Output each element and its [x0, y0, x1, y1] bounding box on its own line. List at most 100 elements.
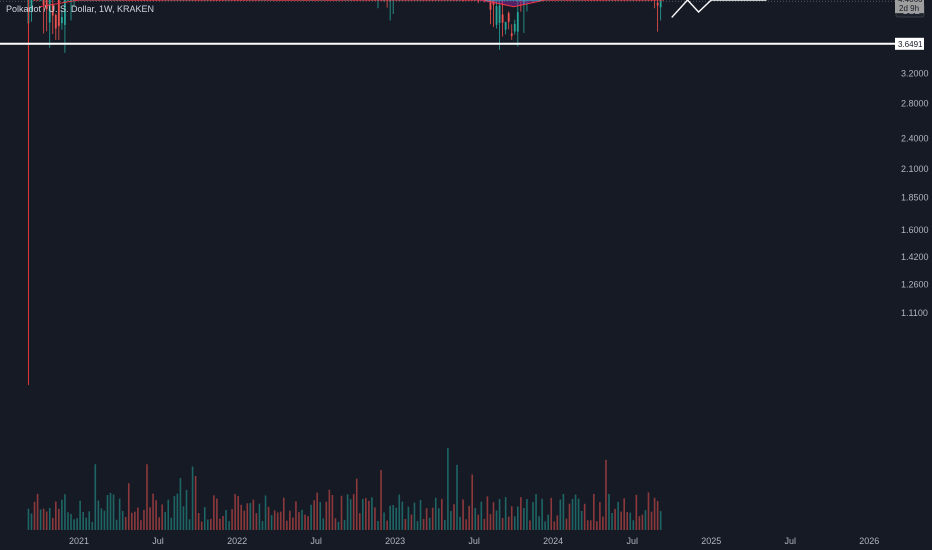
volume-bar: [559, 499, 562, 530]
price-tick-label: 1.4200: [901, 252, 929, 262]
volume-bar: [617, 501, 619, 530]
volume-bar: [523, 507, 525, 530]
volume-bar: [42, 508, 45, 530]
candle-body: [501, 14, 504, 23]
volume-bar: [112, 494, 115, 530]
candle-body: [489, 0, 492, 10]
volume-bar: [416, 521, 419, 530]
candle-body: [67, 0, 69, 1]
volume-bar: [398, 494, 401, 530]
volume-bar: [146, 464, 148, 530]
price-tick-label: 3.2000: [901, 69, 929, 79]
volume-bar: [541, 498, 543, 530]
volume-bar: [437, 508, 440, 530]
volume-bar: [124, 516, 127, 530]
volume-bar: [325, 501, 328, 530]
volume-bar: [161, 504, 163, 530]
volume-bar: [602, 516, 604, 530]
volume-bar: [641, 514, 644, 530]
volume-bar: [109, 492, 112, 530]
volume-bar: [185, 489, 188, 530]
volume-bar: [419, 499, 422, 530]
volume-bar: [513, 516, 516, 530]
volume-bar: [441, 498, 443, 530]
price-tick-label: 2.4000: [901, 134, 929, 144]
countdown-label: 2d 9h: [899, 4, 919, 13]
volume-bar: [27, 508, 30, 530]
candle-body: [45, 0, 48, 10]
volume-bar: [580, 510, 583, 530]
volume-bar: [608, 494, 610, 530]
volume-bar: [635, 494, 638, 530]
volume-bar: [121, 510, 124, 530]
volume-bar: [626, 512, 629, 530]
time-tick-label: Jul: [785, 536, 797, 546]
volume-bar: [270, 515, 273, 530]
volume-bar: [586, 520, 589, 530]
volume-bar: [152, 493, 154, 530]
volume-bar: [574, 494, 577, 530]
candle-body: [498, 5, 501, 23]
volume-bar: [51, 517, 54, 530]
volume-bar: [76, 518, 78, 530]
volume-bar: [85, 517, 87, 530]
price-tick-label: 2.8000: [901, 99, 929, 109]
volume-bar: [486, 496, 489, 530]
volume-bar: [164, 511, 167, 530]
volume-bar: [292, 517, 294, 530]
volume-bar: [650, 511, 653, 530]
price-tick-label: 1.1100: [901, 308, 928, 318]
volume-bar: [462, 499, 464, 530]
candle-body: [33, 0, 36, 1]
volume-bar: [319, 502, 322, 530]
candle-body: [513, 23, 516, 32]
volume-bar: [596, 521, 598, 530]
volume-bar: [599, 502, 601, 530]
volume-bar: [118, 498, 121, 530]
candle-body: [70, 0, 72, 1]
volume-bar: [310, 504, 312, 530]
volume-bar: [261, 521, 264, 530]
time-tick-label: 2025: [701, 536, 721, 546]
volume-bar: [550, 497, 553, 530]
volume-bar: [489, 514, 492, 530]
volume-bar: [571, 498, 574, 530]
volume-bar: [459, 516, 461, 530]
volume-bar: [401, 501, 404, 530]
volume-bar: [228, 521, 230, 530]
time-tick-label: 2023: [385, 536, 405, 546]
volume-bar: [492, 502, 495, 530]
volume-bar: [286, 520, 288, 530]
volume-bar: [583, 503, 586, 530]
volume-bar: [197, 513, 200, 530]
volume-bar: [182, 506, 185, 530]
volume-bar: [592, 493, 595, 530]
volume-bar: [249, 502, 252, 530]
candle-body: [507, 13, 510, 22]
volume-bar: [444, 519, 446, 530]
support-price-label: 3.6491: [898, 40, 923, 49]
volume-bar: [562, 493, 565, 530]
volume-bar: [425, 508, 428, 530]
volume-bar: [614, 508, 616, 530]
volume-bar: [374, 507, 376, 530]
volume-bar: [304, 514, 306, 530]
volume-bar: [647, 492, 650, 530]
volume-bar: [276, 512, 279, 530]
current-price-badge: [895, 0, 924, 14]
time-tick-label: Jul: [152, 536, 164, 546]
volume-bar: [410, 514, 413, 530]
volume-bar: [447, 447, 449, 530]
volume-bar: [346, 494, 349, 530]
candle-body: [495, 6, 498, 25]
candle-body: [659, 0, 662, 8]
candle-body: [656, 2, 659, 6]
volume-bar: [456, 464, 458, 530]
volume-bar: [200, 521, 203, 530]
volume-bar: [307, 516, 309, 530]
volume-bar: [97, 500, 100, 530]
volume-bar: [33, 501, 36, 530]
volume-bar: [434, 497, 437, 530]
